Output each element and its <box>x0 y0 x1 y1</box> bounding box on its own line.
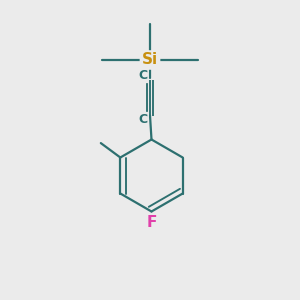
Text: Si: Si <box>142 52 158 68</box>
Text: C: C <box>139 69 148 82</box>
Text: C: C <box>139 112 148 126</box>
Text: F: F <box>146 215 157 230</box>
